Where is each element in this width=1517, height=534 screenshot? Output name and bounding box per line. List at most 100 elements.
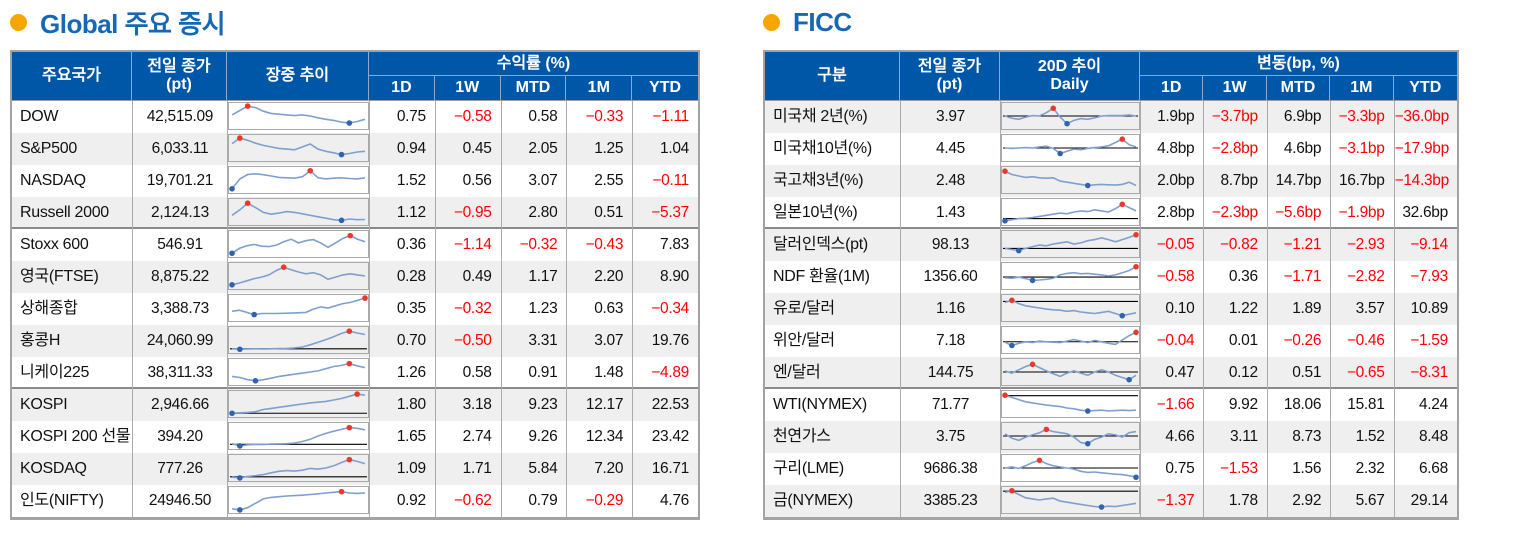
value-ytd: −7.93 bbox=[1393, 261, 1457, 293]
min-dot-icon bbox=[237, 507, 243, 513]
sparkline-cell bbox=[1000, 293, 1140, 325]
sparkline-cell bbox=[227, 229, 369, 261]
max-dot-icon bbox=[1002, 168, 1008, 174]
close-value: 3,388.73 bbox=[132, 293, 227, 325]
value-1m: −0.46 bbox=[1330, 325, 1393, 357]
value-1m: 2.20 bbox=[566, 261, 632, 293]
sparkline bbox=[1001, 486, 1140, 514]
table-row: KOSPI 2,946.66 1.80 3.18 9.23 12.17 22.53 bbox=[12, 389, 698, 421]
value-1w: −0.32 bbox=[434, 293, 501, 325]
value-mtd: 6.9bp bbox=[1266, 101, 1330, 133]
sparkline bbox=[1001, 198, 1140, 226]
min-dot-icon bbox=[1057, 150, 1063, 157]
sparkline bbox=[228, 454, 369, 482]
sparkline-cell bbox=[227, 165, 369, 197]
value-1d: −0.58 bbox=[1140, 261, 1203, 293]
value-mtd: 1.56 bbox=[1266, 453, 1330, 485]
min-dot-icon bbox=[1126, 376, 1132, 383]
sparkline-cell bbox=[1000, 389, 1140, 421]
bullet-icon bbox=[10, 13, 27, 31]
value-1w: −0.62 bbox=[434, 485, 501, 517]
value-1m: 12.17 bbox=[566, 389, 632, 421]
value-1w: 2.74 bbox=[434, 421, 501, 453]
value-1w: 0.01 bbox=[1203, 325, 1266, 357]
value-ytd: 10.89 bbox=[1393, 293, 1457, 325]
value-1d: 0.75 bbox=[369, 101, 435, 133]
header-group: 변동(bp, %) bbox=[1140, 52, 1457, 76]
max-dot-icon bbox=[1119, 136, 1126, 142]
value-mtd: 0.91 bbox=[500, 357, 567, 389]
table-row: 니케이225 38,311.33 1.26 0.58 0.91 1.48 −4.89 bbox=[12, 357, 698, 389]
value-1m: 2.55 bbox=[566, 165, 632, 197]
value-mtd: 4.6bp bbox=[1266, 133, 1330, 165]
value-1w: 0.58 bbox=[434, 357, 501, 389]
min-dot-icon bbox=[346, 120, 353, 126]
table-row: 미국채 2년(%) 3.97 1.9bp −3.7bp 6.9bp −3.3bp −36.0… bbox=[765, 101, 1457, 133]
instrument-name: 엔/달러 bbox=[773, 364, 821, 381]
value-mtd: 2.80 bbox=[500, 197, 567, 229]
value-mtd: 2.05 bbox=[500, 133, 567, 165]
table-row: 홍콩H 24,060.99 0.70 −0.50 3.31 3.07 19.76 bbox=[12, 325, 698, 357]
value-ytd: 8.90 bbox=[632, 261, 698, 293]
value-1m: 3.07 bbox=[566, 325, 632, 357]
value-mtd: 14.7bp bbox=[1266, 165, 1330, 197]
value-1d: 4.66 bbox=[1140, 421, 1203, 453]
max-dot-icon bbox=[346, 328, 353, 334]
value-1m: 5.67 bbox=[1330, 485, 1393, 517]
value-ytd: 16.71 bbox=[632, 453, 698, 485]
sparkline-cell bbox=[1000, 453, 1140, 485]
table-row: S&P500 6,033.11 0.94 0.45 2.05 1.25 1.04 bbox=[12, 133, 698, 165]
value-mtd: 0.51 bbox=[1266, 357, 1330, 389]
value-1d: 2.8bp bbox=[1140, 197, 1203, 229]
close-value: 4.45 bbox=[900, 133, 1000, 165]
close-value: 6,033.11 bbox=[132, 133, 227, 165]
close-value: 71.77 bbox=[900, 389, 1000, 421]
min-dot-icon bbox=[1002, 218, 1008, 224]
value-mtd: −1.71 bbox=[1266, 261, 1330, 293]
value-1d: 0.92 bbox=[369, 485, 435, 517]
value-1d: 0.94 bbox=[369, 133, 435, 165]
sparkline bbox=[228, 358, 369, 386]
value-mtd: 5.84 bbox=[500, 453, 567, 485]
value-ytd: −36.0bp bbox=[1393, 101, 1457, 133]
value-mtd: 9.26 bbox=[500, 421, 567, 453]
value-1w: −0.82 bbox=[1203, 229, 1266, 261]
table-body: 미국채 2년(%) 3.97 1.9bp −3.7bp 6.9bp −3.3bp −36.0… bbox=[765, 101, 1457, 517]
sparkline bbox=[1001, 454, 1140, 482]
table-row: KOSDAQ 777.26 1.09 1.71 5.84 7.20 16.71 bbox=[12, 453, 698, 485]
sparkline-cell bbox=[227, 293, 369, 325]
value-1d: 1.80 bbox=[369, 389, 435, 421]
value-ytd: 32.6bp bbox=[1393, 197, 1457, 229]
max-dot-icon bbox=[244, 103, 251, 109]
value-1w: −0.95 bbox=[434, 197, 501, 229]
section-title: Global 주요 증시 bbox=[40, 8, 226, 39]
value-mtd: 3.07 bbox=[500, 165, 567, 197]
value-mtd: −5.6bp bbox=[1266, 197, 1330, 229]
value-1d: 1.09 bbox=[369, 453, 435, 485]
min-dot-icon bbox=[1084, 408, 1091, 414]
max-dot-icon bbox=[280, 264, 287, 270]
value-1m: −3.1bp bbox=[1330, 133, 1393, 165]
close-value: 3.75 bbox=[900, 421, 1000, 453]
value-1m: −1.9bp bbox=[1330, 197, 1393, 229]
min-dot-icon bbox=[229, 250, 235, 257]
max-dot-icon bbox=[1002, 392, 1008, 398]
instrument-name: 일본10년(%) bbox=[773, 204, 858, 221]
max-dot-icon bbox=[346, 424, 353, 431]
sparkline-cell bbox=[227, 197, 369, 229]
sparkline-cell bbox=[1000, 485, 1140, 517]
sparkline bbox=[1001, 262, 1140, 290]
value-1d: −1.66 bbox=[1140, 389, 1203, 421]
max-dot-icon bbox=[354, 391, 360, 397]
instrument-name: Stoxx 600 bbox=[20, 236, 89, 253]
value-1m: 16.7bp bbox=[1330, 165, 1393, 197]
value-1w: 0.45 bbox=[434, 133, 501, 165]
min-dot-icon bbox=[237, 346, 243, 353]
value-1m: 0.63 bbox=[566, 293, 632, 325]
min-dot-icon bbox=[237, 443, 243, 449]
value-1m: −0.33 bbox=[566, 101, 632, 133]
max-dot-icon bbox=[307, 167, 314, 174]
header-period-ytd: YTD bbox=[649, 79, 682, 97]
sparkline bbox=[1001, 326, 1140, 354]
instrument-name: 달러인덱스(pt) bbox=[773, 236, 868, 253]
